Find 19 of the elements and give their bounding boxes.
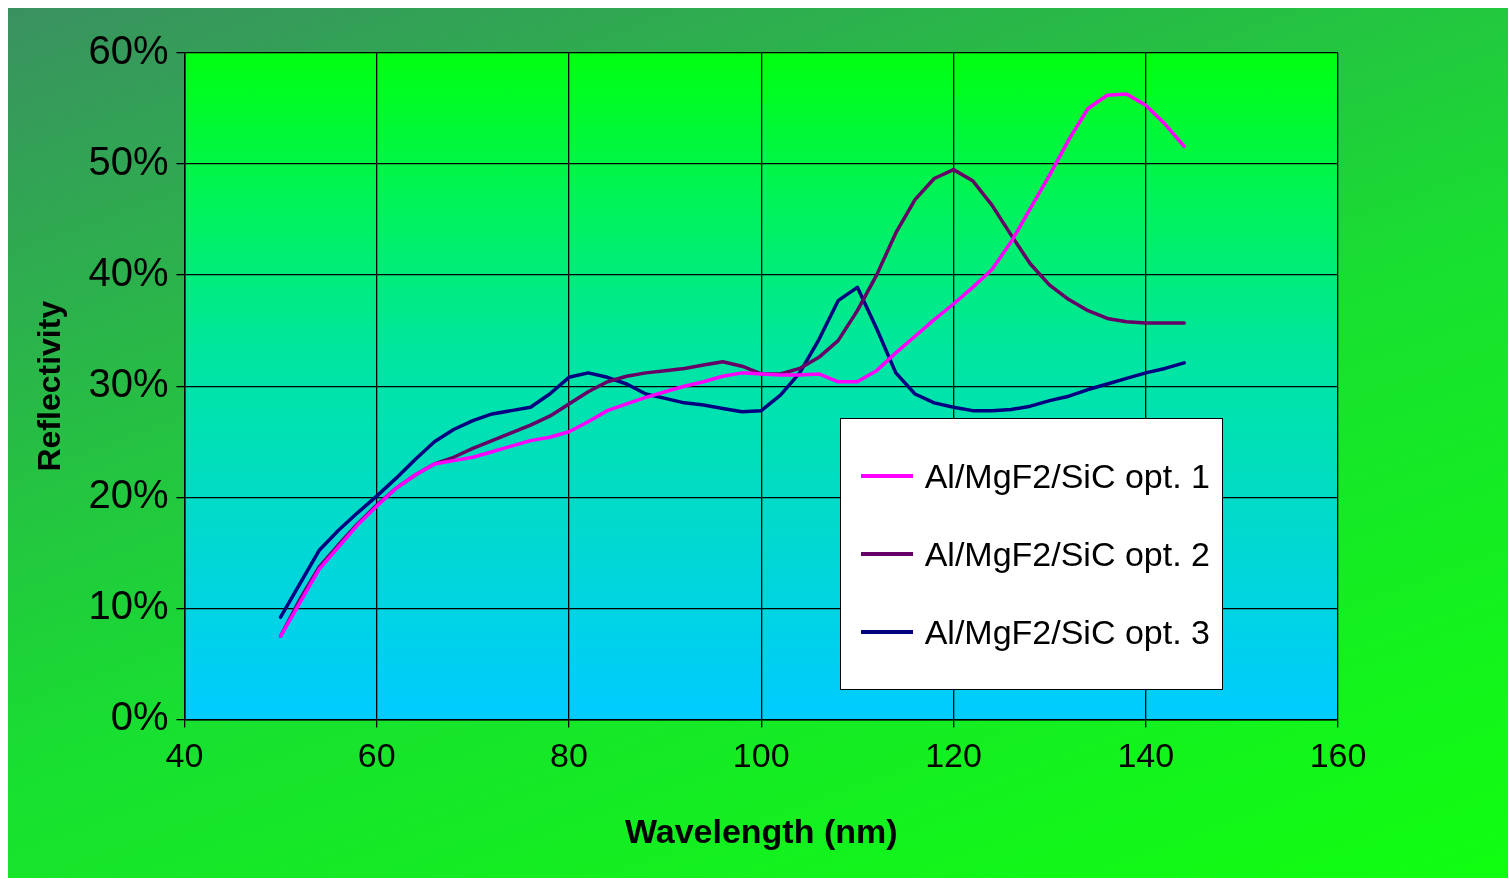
y-tick-label: 20% xyxy=(88,472,169,517)
legend-label: Al/MgF2/SiC opt. 2 xyxy=(924,534,1210,574)
legend-label: Al/MgF2/SiC opt. 1 xyxy=(924,456,1210,496)
y-axis-title: Reflectivity xyxy=(31,300,68,472)
x-tick-label: 60 xyxy=(357,736,396,775)
legend-label: Al/MgF2/SiC opt. 3 xyxy=(924,612,1210,652)
y-tick-label: 30% xyxy=(88,361,169,406)
x-tick-label: 160 xyxy=(1309,736,1367,775)
x-tick-label: 80 xyxy=(550,736,588,775)
x-tick-label: 120 xyxy=(925,736,982,775)
x-tick-label: 40 xyxy=(165,736,204,775)
y-tick-label: 10% xyxy=(88,583,169,628)
y-tick-label: 0% xyxy=(110,694,169,739)
x-tick-label: 100 xyxy=(732,736,790,775)
y-tick-label: 40% xyxy=(88,250,169,295)
y-tick-label: 60% xyxy=(88,28,169,73)
x-tick-label: 140 xyxy=(1117,736,1175,775)
y-tick-label: 50% xyxy=(88,139,169,184)
x-axis-title: Wavelength (nm) xyxy=(624,811,898,850)
